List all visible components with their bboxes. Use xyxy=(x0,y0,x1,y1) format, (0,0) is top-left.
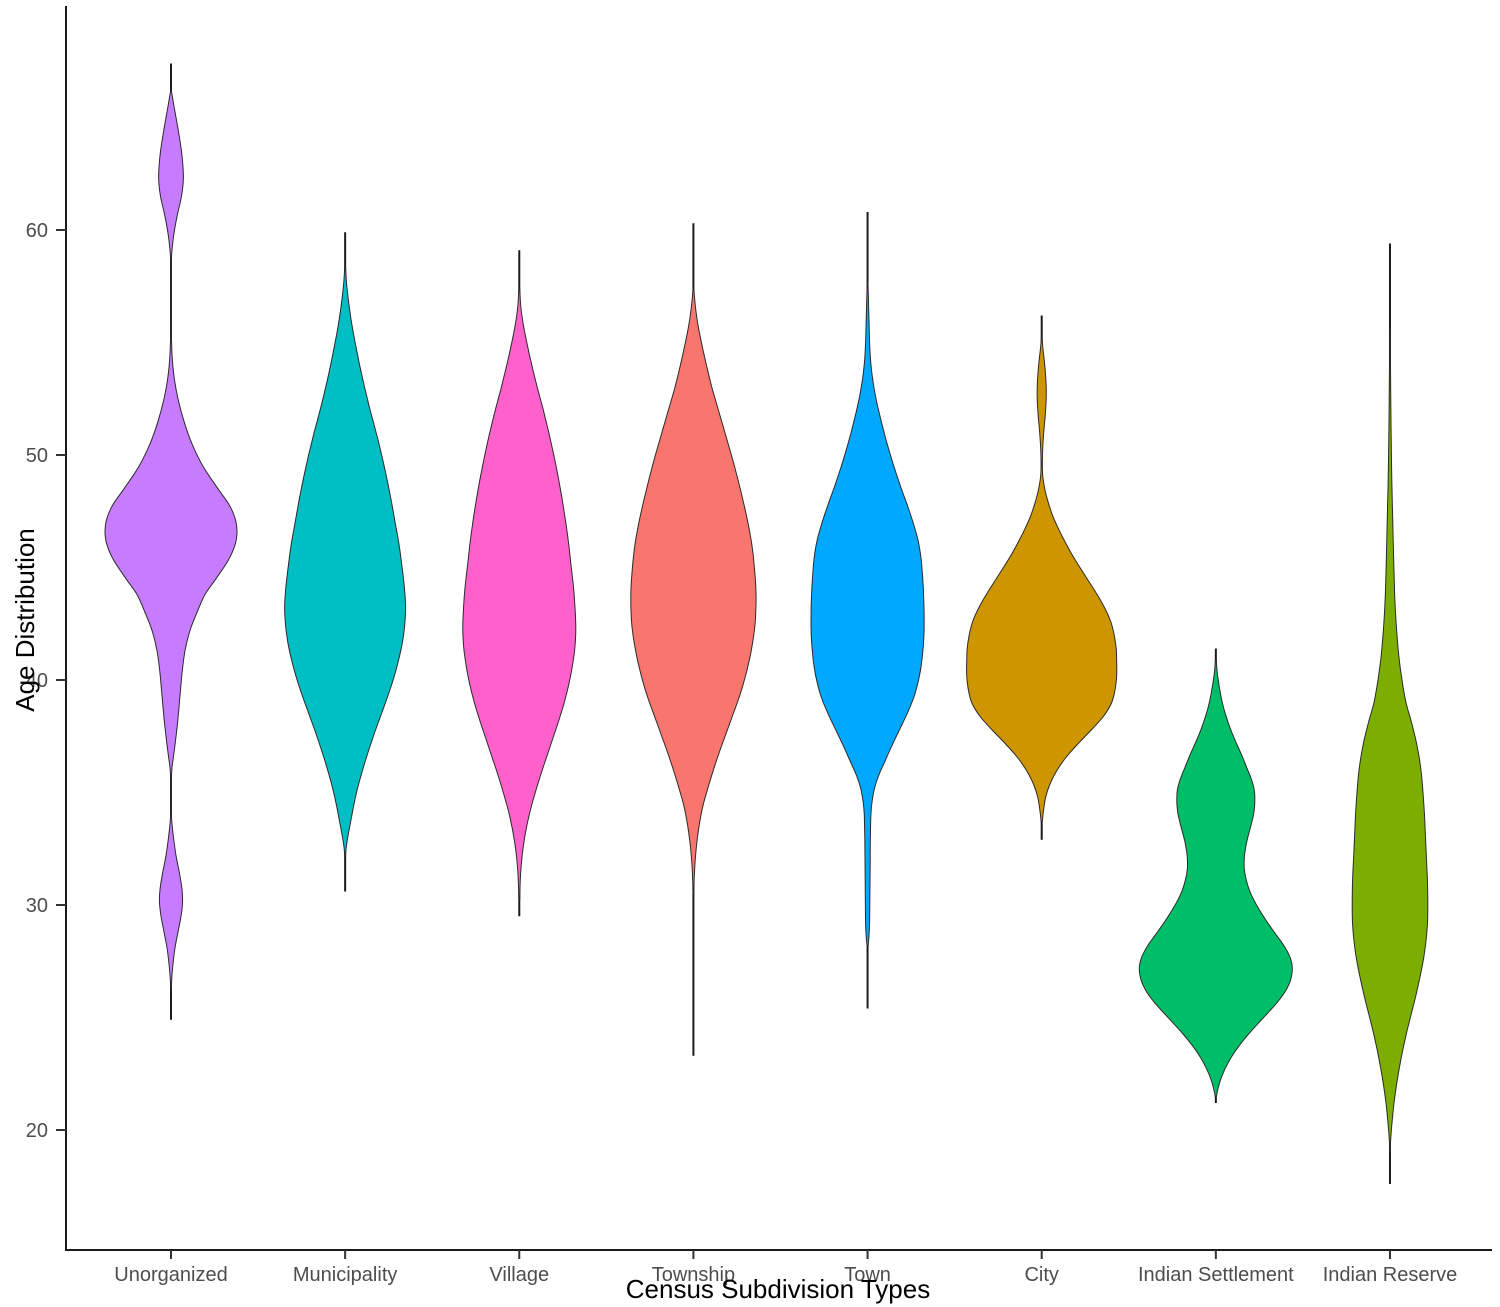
y-tick-label: 30 xyxy=(26,895,48,917)
x-tick-label-municipality: Municipality xyxy=(293,1264,397,1286)
violin-indian-reserve xyxy=(1351,328,1429,1153)
x-tick-label-city: City xyxy=(1024,1264,1058,1286)
y-axis-ticks: 60 50 40 30 20 xyxy=(26,220,66,1142)
y-tick-label: 50 xyxy=(26,445,48,467)
violin-municipality xyxy=(284,265,407,856)
violin-city xyxy=(966,337,1118,823)
x-axis-title: Census Subdivision Types xyxy=(626,1274,930,1304)
x-tick-label-indian-reserve: Indian Reserve xyxy=(1323,1264,1458,1286)
x-tick-label-village: Village xyxy=(489,1264,549,1286)
x-tick-label-indian-settlement: Indian Settlement xyxy=(1138,1264,1294,1286)
y-tick-label: 20 xyxy=(26,1120,48,1142)
x-axis-ticks: Unorganized Municipality Village Township To… xyxy=(114,1250,1457,1286)
x-tick-label-township: Township xyxy=(652,1264,735,1286)
y-tick-label: 60 xyxy=(26,220,48,242)
violin-indian-settlement xyxy=(1138,659,1293,1097)
x-tick-label-unorganized: Unorganized xyxy=(114,1264,227,1286)
violin-town xyxy=(810,281,925,946)
violin-township xyxy=(630,288,757,895)
violin-village xyxy=(462,288,577,901)
violin-layer xyxy=(104,63,1429,1184)
x-tick-label-town: Town xyxy=(844,1264,891,1286)
violin-unorganized xyxy=(104,90,238,991)
y-axis-title: Age Distribution xyxy=(10,528,40,712)
y-tick-label: 40 xyxy=(26,670,48,692)
